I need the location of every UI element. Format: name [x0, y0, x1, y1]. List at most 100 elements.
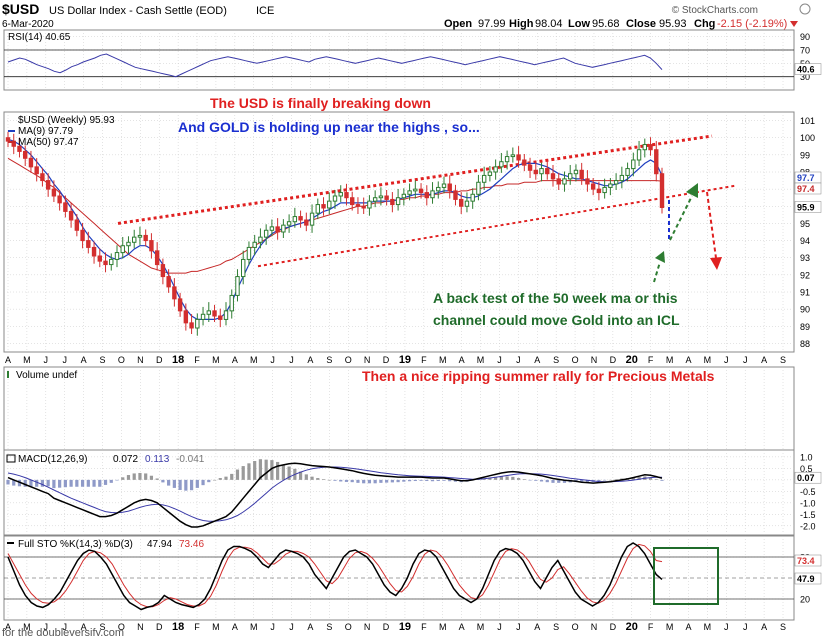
x-axis-label: D [610, 355, 617, 365]
annotation-back-test: A back test of the 50 week ma or this [433, 290, 678, 306]
x-axis-label: J [743, 622, 748, 632]
macd-histogram-bar [264, 459, 268, 480]
x-axis-label: N [364, 355, 371, 365]
macd-histogram-bar [333, 479, 337, 481]
chg-label: Chg [694, 18, 715, 30]
macd-histogram-bar [631, 477, 635, 480]
x-axis-label: O [572, 355, 579, 365]
macd-histogram-bar [603, 479, 607, 481]
candle-body [625, 168, 630, 176]
macd-histogram-bar [132, 473, 136, 480]
sto-k-last-value-bg [794, 572, 822, 585]
low-label: Low [568, 18, 590, 30]
macd-histogram-bar [58, 479, 62, 488]
candle-body [338, 192, 343, 197]
x-axis-label: J [289, 355, 294, 365]
x-axis-label: F [421, 622, 427, 632]
x-axis-label: J [743, 355, 748, 365]
candle-body [103, 260, 108, 266]
candle-body [206, 310, 211, 315]
macd-histogram-bar [557, 479, 561, 483]
annotation-icl: channel could move Gold into an ICL [433, 312, 680, 328]
x-axis-label: N [137, 622, 144, 632]
candle-body [246, 246, 252, 260]
x-axis-label: M [250, 622, 258, 632]
candle-body [372, 197, 378, 202]
candle-body [28, 157, 34, 168]
macd-histogram-bar [430, 479, 435, 482]
macd-histogram-bar [63, 479, 67, 488]
open-label: Open [444, 18, 472, 30]
x-axis-label: S [553, 355, 559, 365]
macd-line [7, 462, 663, 528]
candle-body [608, 183, 613, 188]
macd-histogram-bar [608, 479, 612, 481]
x-axis-label: 20 [626, 621, 638, 633]
x-axis-label: M [439, 355, 447, 365]
macd-histogram-bar [189, 479, 194, 491]
candle-body [407, 190, 412, 195]
x-axis-label: J [289, 622, 294, 632]
x-axis-label: M [439, 622, 447, 632]
price-panel: 101100999897969594939291908988$USD (Week… [3, 95, 822, 353]
x-axis-label: M [477, 622, 485, 632]
price-tick: 90 [800, 305, 810, 315]
low-value: 95.68 [592, 18, 620, 30]
date: 6-Mar-2020 [2, 19, 54, 30]
x-axis-label: A [5, 355, 11, 365]
candle-body [654, 149, 659, 175]
macd-histogram-bar [614, 479, 618, 480]
candle-body [212, 310, 217, 317]
macd-histogram-bar [121, 477, 125, 480]
candle-body [86, 240, 91, 248]
candle-body [229, 294, 234, 312]
candle-body [315, 204, 320, 214]
candle-body [453, 190, 458, 200]
macd-histogram-bar [648, 477, 653, 480]
candle-body [286, 221, 292, 226]
macd-tick: -0.5 [800, 487, 816, 497]
annotation-summer-rally: Then a nice ripping summer rally for Pre… [362, 368, 715, 384]
macd-histogram-bar [396, 479, 400, 483]
candle-body [160, 264, 166, 278]
candle-body [568, 173, 573, 180]
macd-histogram-bar [453, 479, 458, 482]
candle-body [309, 212, 315, 226]
candle-body [413, 188, 418, 192]
candle-body [550, 173, 556, 180]
candle-body [648, 144, 653, 151]
macd-histogram-bar [442, 479, 446, 481]
x-axis-label: M [23, 355, 31, 365]
macd-histogram-bar [373, 479, 377, 484]
macd-histogram-bar [488, 477, 492, 480]
close-value: 95.93 [659, 18, 687, 30]
macd-histogram-bar [207, 479, 211, 483]
macd-histogram-bar [12, 479, 16, 486]
sto-tick: 20 [800, 595, 810, 605]
candle-body [470, 193, 475, 202]
candle-body [642, 144, 647, 151]
x-axis-label: J [516, 622, 521, 632]
x-axis-label: D [383, 355, 390, 365]
candle-body [292, 216, 298, 223]
volume-panel: Volume undef Then a nice ripping summer r… [3, 366, 795, 451]
candle-body [361, 205, 366, 209]
ma50-last-value-bg [794, 182, 822, 195]
candle-body [258, 236, 263, 243]
macd-legend-swatch [6, 454, 16, 463]
ohlc-row: Open 97.99 High 98.04 Low 95.68 Close 95… [444, 18, 798, 30]
macd-histogram-bar [201, 479, 205, 486]
candle-body [367, 200, 372, 209]
candle-body [241, 258, 246, 278]
macd-histogram-bar [115, 479, 119, 481]
macd-histogram-bar [6, 479, 10, 485]
macd-legend-name: MACD(12,26,9) [18, 454, 87, 465]
x-axis-label: A [5, 622, 11, 632]
candle-body [172, 286, 177, 300]
candle-body [527, 164, 533, 171]
candle-body [602, 186, 607, 194]
macd-histogram-bar [241, 466, 245, 480]
macd-histogram-bar [258, 459, 263, 480]
candle-body [17, 145, 22, 152]
x-axis-label: A [685, 622, 691, 632]
